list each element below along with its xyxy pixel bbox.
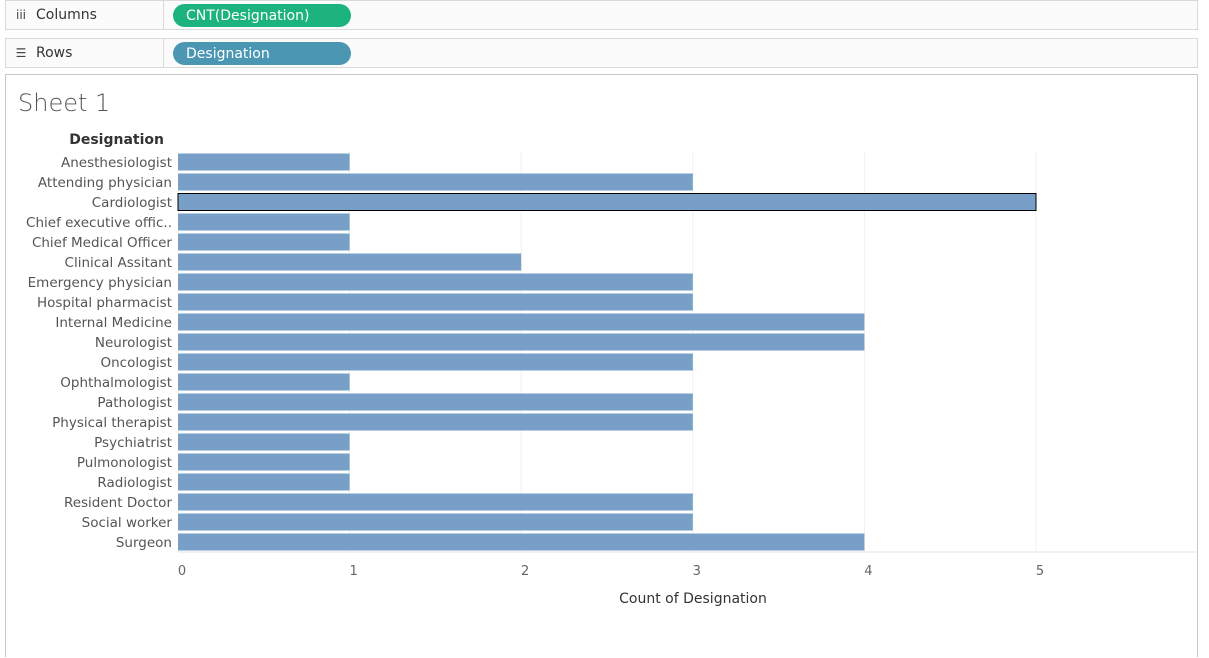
category-label: Oncologist [100, 355, 172, 371]
category-label: Ophthalmologist [60, 375, 172, 391]
category-label: Radiologist [97, 475, 172, 491]
x-axis-title: Count of Designation [619, 591, 767, 607]
columns-icon: iii [15, 8, 26, 22]
bar[interactable] [178, 333, 865, 351]
columns-shelf: iii Columns CNT(Designation) [5, 0, 1198, 30]
bar[interactable] [178, 453, 350, 471]
category-label: Anesthesiologist [61, 155, 172, 171]
bar[interactable] [178, 373, 350, 391]
bar[interactable] [178, 433, 350, 451]
row-header[interactable]: Designation [69, 132, 164, 148]
columns-pill[interactable]: CNT(Designation) [173, 4, 351, 27]
bar[interactable] [178, 233, 350, 251]
x-tick-label: 5 [1036, 564, 1044, 579]
category-label: Clinical Assitant [65, 255, 172, 271]
columns-label: Columns [36, 7, 97, 23]
rows-pill[interactable]: Designation [173, 42, 351, 65]
category-label: Internal Medicine [55, 315, 172, 331]
rows-icon: ☰ [15, 46, 27, 60]
category-label: Hospital pharmacist [37, 295, 172, 311]
x-tick-label: 4 [864, 564, 872, 579]
x-tick-label: 1 [349, 564, 357, 579]
bar[interactable] [178, 493, 693, 511]
category-label: Pulmonologist [77, 455, 172, 471]
bar[interactable] [178, 273, 693, 291]
bar[interactable] [178, 473, 350, 491]
category-label: Physical therapist [52, 415, 172, 431]
category-label: Social worker [82, 515, 173, 531]
category-label: Chief Medical Officer [32, 235, 172, 251]
bar[interactable] [178, 153, 350, 171]
x-tick-label: 0 [178, 564, 186, 579]
columns-shelf-label: iii Columns [6, 1, 164, 29]
category-label: Psychiatrist [94, 435, 172, 451]
category-label: Cardiologist [92, 195, 172, 211]
x-tick-label: 3 [693, 564, 701, 579]
bar[interactable] [178, 393, 693, 411]
bar[interactable] [178, 213, 350, 231]
category-label: Chief executive offic.. [26, 215, 172, 231]
sheet-title: Sheet 1 [18, 89, 111, 117]
bar[interactable] [178, 513, 693, 531]
bar[interactable] [178, 533, 865, 551]
bar-chart: Anesthesiologist Attending physician Cardi… [26, 152, 1197, 607]
bar[interactable] [178, 413, 693, 431]
bar[interactable] [178, 293, 693, 311]
bar[interactable] [178, 313, 865, 331]
category-label: Attending physician [38, 175, 172, 191]
bar[interactable] [178, 253, 522, 271]
rows-shelf: ☰ Rows Designation [5, 38, 1198, 68]
x-tick-label: 2 [521, 564, 529, 579]
bar[interactable] [178, 353, 693, 371]
category-label: Neurologist [95, 335, 172, 351]
rows-shelf-label: ☰ Rows [6, 39, 164, 67]
category-label: Pathologist [97, 395, 172, 411]
bar[interactable] [178, 173, 693, 191]
category-label: Resident Doctor [64, 495, 173, 511]
category-label: Surgeon [116, 535, 172, 551]
rows-label: Rows [36, 45, 73, 61]
worksheet-view: Sheet 1 Designation Anesthesiologist Atte… [5, 74, 1198, 657]
category-label: Emergency physician [28, 275, 172, 291]
bar[interactable] [177, 193, 1037, 211]
